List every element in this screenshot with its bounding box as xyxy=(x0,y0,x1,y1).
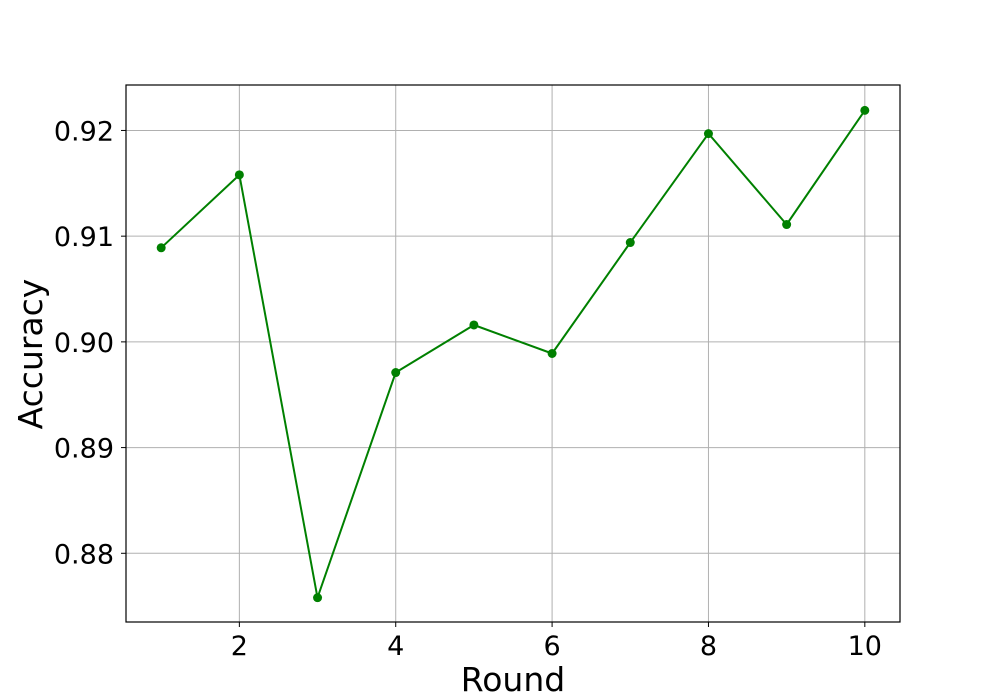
data-point xyxy=(860,105,870,115)
data-point xyxy=(391,368,401,378)
y-tick-label: 0.90 xyxy=(54,328,114,359)
series-line xyxy=(160,109,866,599)
y-tick-label: 0.91 xyxy=(54,222,114,253)
data-point xyxy=(547,349,557,358)
plot-area-frame xyxy=(125,84,901,623)
data-point xyxy=(313,593,323,603)
data-point xyxy=(703,129,713,139)
x-tick-label: 6 xyxy=(543,631,560,662)
y-tick-label: 0.88 xyxy=(54,539,114,570)
x-tick-label: 8 xyxy=(700,631,717,662)
x-tick-label: 10 xyxy=(848,631,882,662)
y-tick-label: 0.89 xyxy=(54,434,114,465)
y-tick-label: 0.92 xyxy=(54,116,114,147)
grid-lines xyxy=(126,85,900,622)
x-tick-label: 4 xyxy=(387,631,404,662)
data-series xyxy=(156,105,870,603)
x-tick-label: 2 xyxy=(231,631,248,662)
data-point xyxy=(625,238,635,248)
axis-ticks: 2 4 6 8 10 0.88 0.89 0.90 0.91 0.92 xyxy=(54,116,882,662)
data-point xyxy=(234,170,244,180)
x-axis-label: Round xyxy=(461,660,565,699)
data-point xyxy=(469,320,479,330)
data-point xyxy=(156,243,166,253)
data-point xyxy=(782,220,792,230)
y-axis-label: Accuracy xyxy=(11,279,50,430)
